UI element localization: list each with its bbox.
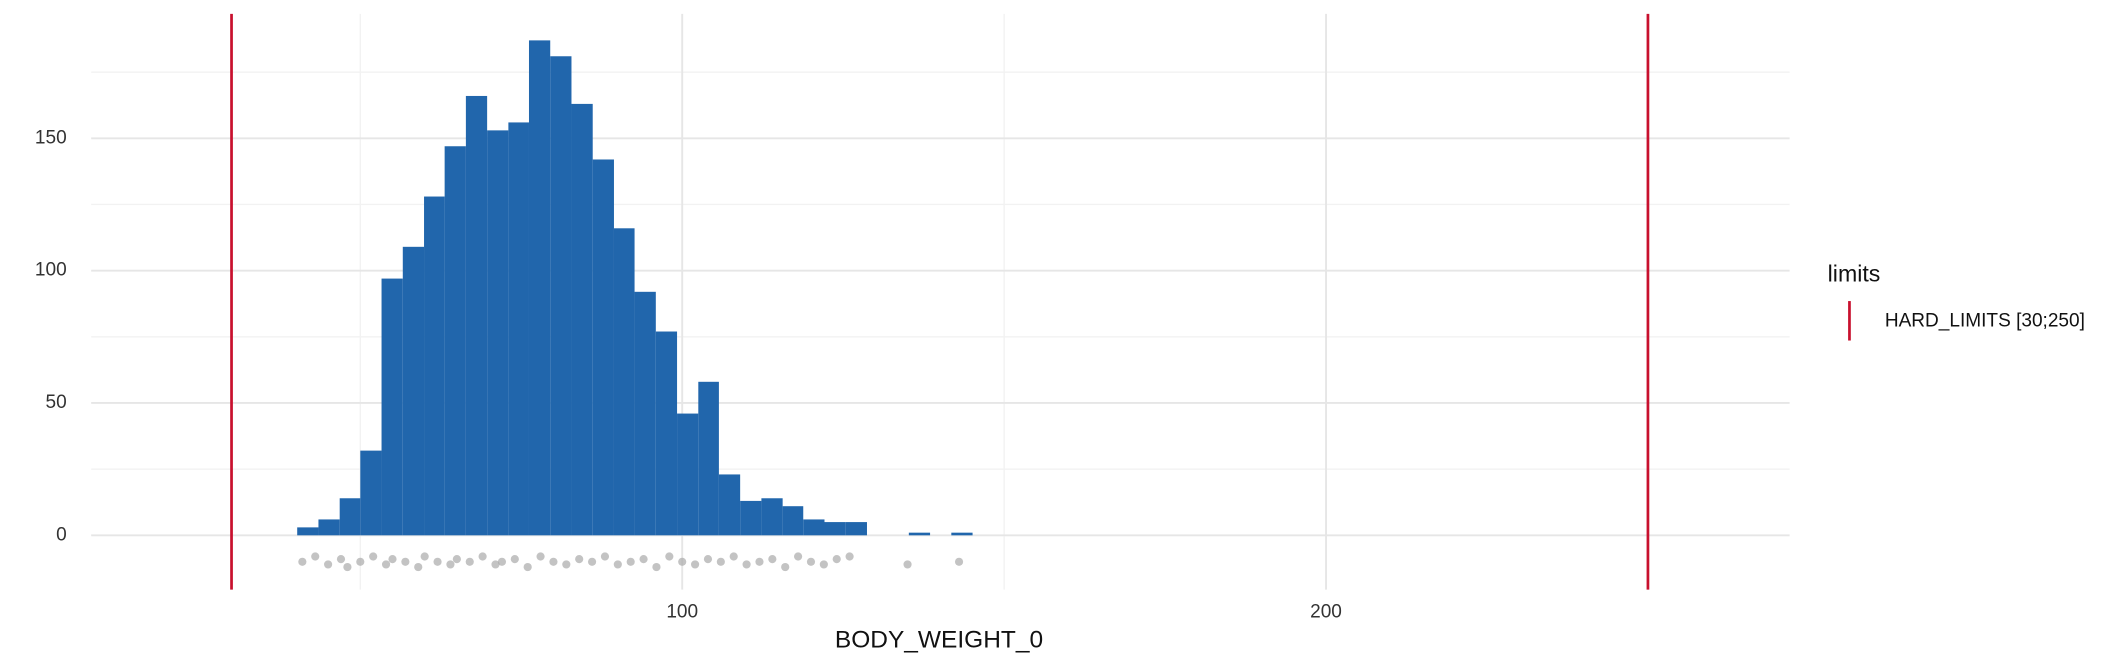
jitter-point	[497, 557, 507, 566]
jitter-point	[401, 557, 410, 566]
jitter-point	[433, 557, 442, 566]
jitter-point	[703, 555, 713, 564]
bar	[487, 130, 509, 536]
jitter-point	[652, 562, 661, 572]
y-tick-label: 150	[35, 127, 67, 148]
jitter-point	[781, 562, 790, 572]
bar	[698, 381, 719, 536]
jitter-point	[691, 560, 700, 569]
y-tick-label: 100	[35, 260, 67, 281]
legend-title: limits	[1828, 260, 1881, 286]
bar	[465, 95, 488, 536]
bar	[402, 246, 425, 536]
bar	[424, 196, 445, 536]
bar	[782, 506, 804, 536]
jitter-point	[665, 552, 674, 561]
bar	[845, 522, 867, 536]
legend-label: HARD_LIMITS [30;250]	[1885, 311, 2085, 332]
bar	[951, 532, 973, 536]
bar	[677, 413, 699, 536]
jitter-point	[575, 555, 584, 564]
bar	[318, 519, 340, 536]
jitter-point	[678, 557, 687, 566]
jitter-point	[768, 555, 777, 564]
jitter-point	[716, 557, 725, 566]
bar	[528, 40, 551, 536]
bar	[508, 122, 529, 536]
y-tick-label: 50	[45, 392, 66, 413]
jitter-point	[600, 552, 610, 561]
jitter-point	[381, 560, 391, 569]
jitter-point	[414, 562, 423, 572]
bar	[761, 498, 783, 536]
jitter-point	[536, 552, 545, 561]
jitter-point	[336, 555, 346, 564]
jitter-point	[491, 560, 500, 569]
bar	[339, 498, 361, 536]
jitter-point	[562, 560, 571, 569]
jitter-point	[794, 552, 803, 561]
jitter-point	[587, 557, 597, 566]
jitter-point	[523, 562, 532, 572]
jitter-point	[343, 562, 352, 572]
jitter-point	[806, 557, 816, 566]
bar	[740, 500, 762, 536]
x-tick-label: 200	[1310, 602, 1342, 623]
jitter-point	[954, 557, 964, 566]
bar	[803, 519, 825, 536]
jitter-point	[845, 552, 854, 561]
bar	[655, 331, 678, 536]
jitter-point	[742, 560, 751, 569]
jitter-point	[832, 555, 841, 564]
jitter-point	[729, 552, 738, 561]
bar	[613, 228, 635, 536]
jitter-point	[420, 552, 429, 561]
jitter-point	[446, 560, 455, 569]
jitter-point	[819, 560, 828, 569]
jitter-point	[478, 552, 487, 561]
jitter-point	[510, 555, 519, 564]
bar	[592, 159, 614, 536]
jitter-point	[549, 557, 558, 566]
bar	[381, 278, 403, 536]
jitter-point	[324, 560, 333, 569]
jitter-point	[311, 552, 320, 561]
bar	[550, 56, 572, 536]
bar	[824, 522, 846, 536]
jitter-point	[369, 552, 378, 561]
jitter-point	[465, 557, 474, 566]
jitter-point	[639, 555, 648, 564]
jitter-point	[626, 557, 635, 566]
bar	[908, 532, 931, 536]
bar	[718, 474, 741, 536]
y-tick-label: 0	[56, 524, 67, 545]
jitter-point	[755, 557, 764, 566]
jitter-point	[452, 555, 461, 564]
x-axis-label: BODY_WEIGHT_0	[835, 627, 1043, 654]
bar	[571, 103, 593, 536]
jitter-point	[356, 557, 365, 566]
bar	[297, 527, 319, 536]
x-tick-label: 100	[666, 602, 698, 623]
bar	[444, 146, 466, 536]
bar	[360, 450, 382, 536]
jitter-point	[613, 560, 622, 569]
jitter-point	[388, 555, 397, 564]
bar	[634, 291, 656, 536]
jitter-point	[298, 557, 307, 566]
jitter-point	[903, 560, 912, 569]
